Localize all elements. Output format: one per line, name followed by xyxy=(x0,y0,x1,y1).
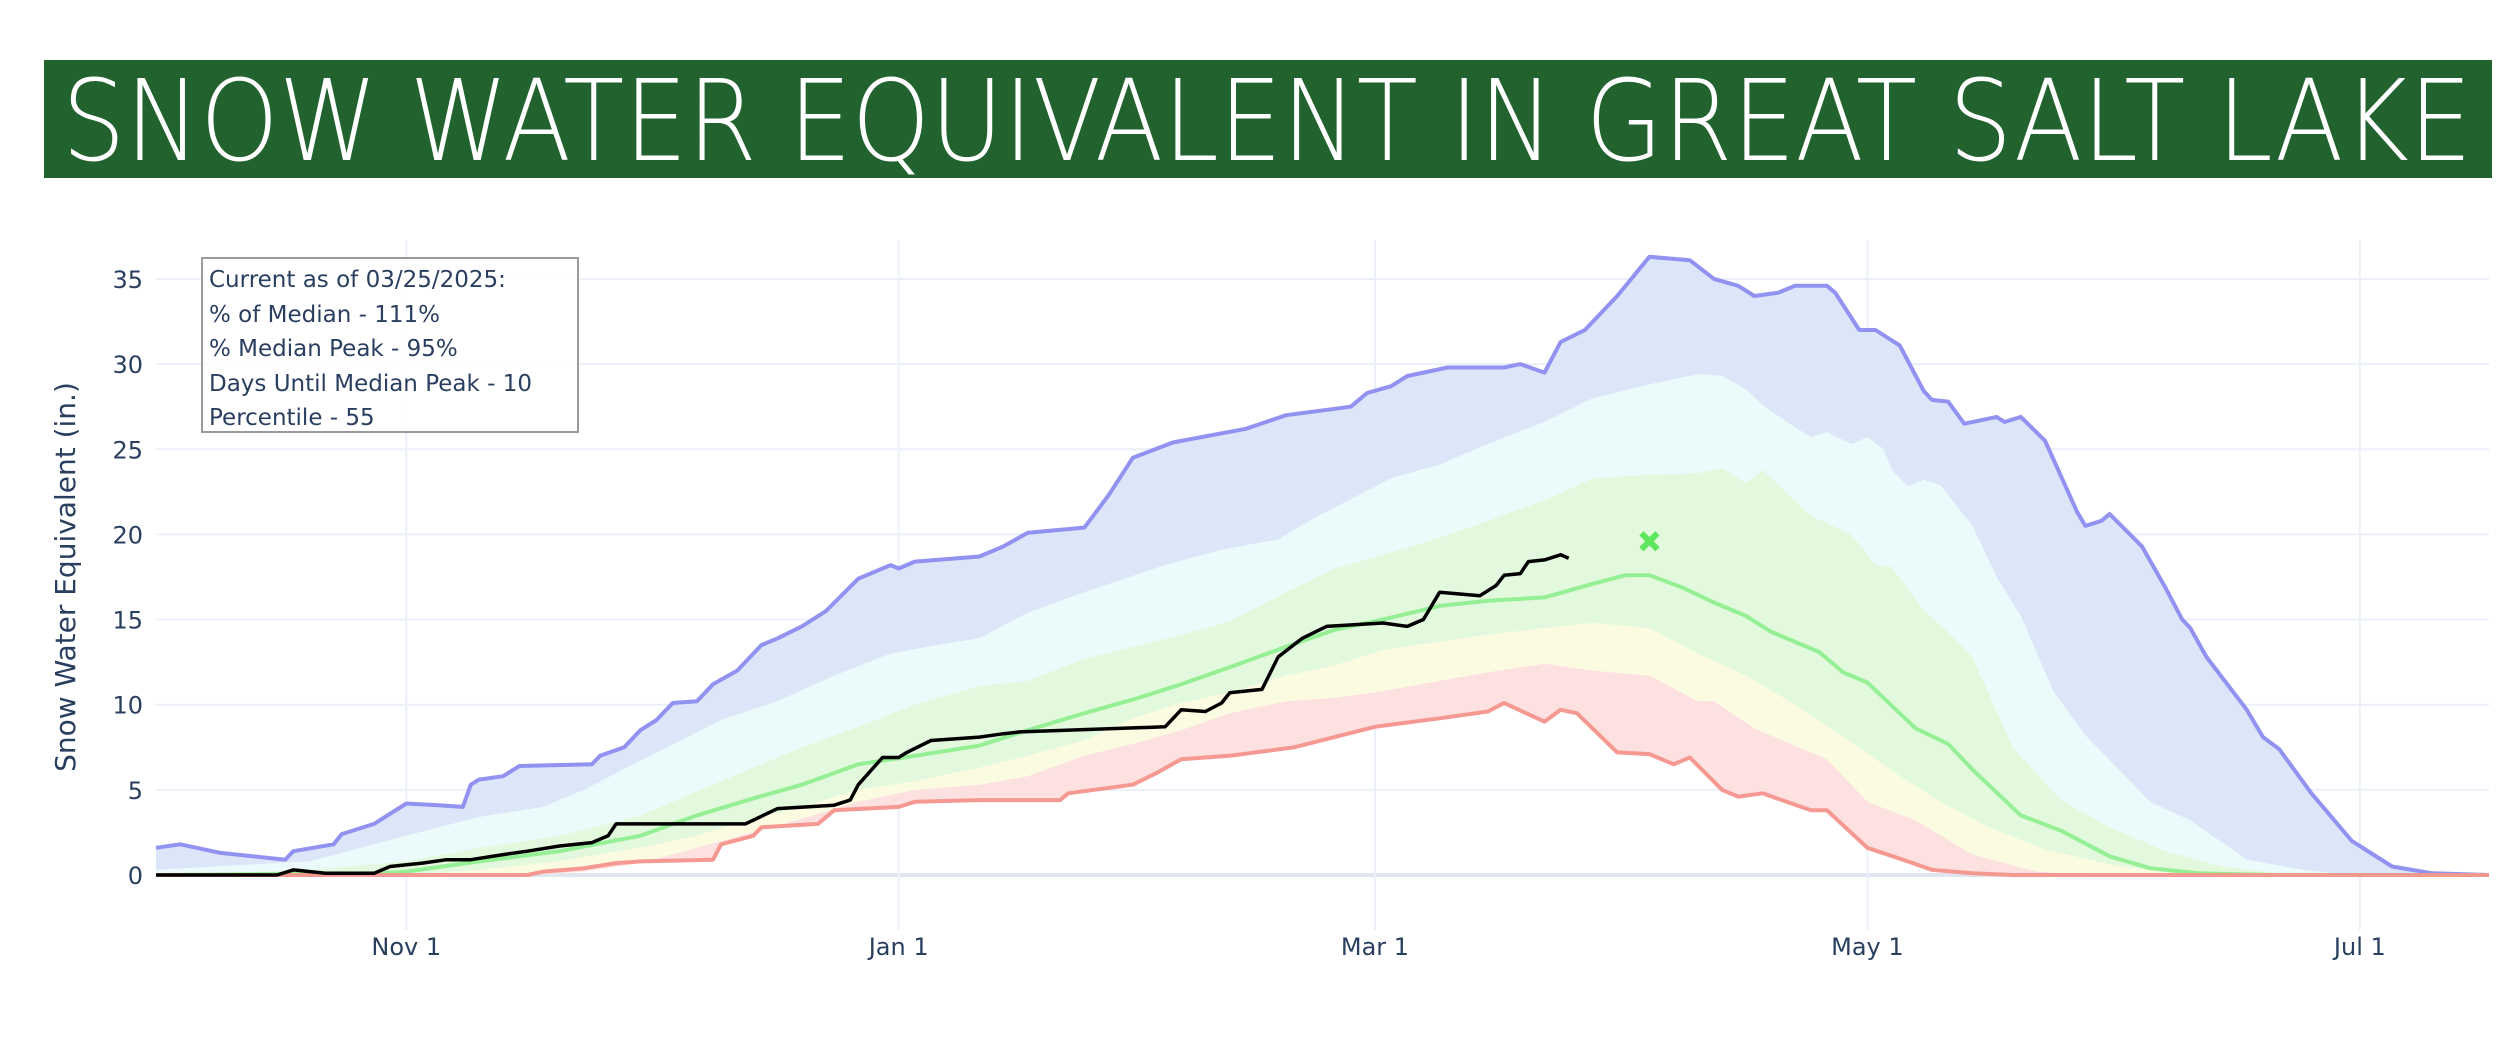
x-tick-label: May 1 xyxy=(1831,933,1904,961)
series-lines xyxy=(155,254,2490,877)
line-min xyxy=(156,701,2489,877)
median-peak-marker-group xyxy=(1639,531,1660,552)
info-current-date: Current as of 03/25/2025: xyxy=(209,267,506,293)
band-p90-p70 xyxy=(156,374,2489,875)
info-pct-median: % of Median - 111% xyxy=(209,301,440,328)
chart-title: SNOW WATER EQUIVALENT IN GREAT SALT LAKE xyxy=(62,57,2472,187)
line-current xyxy=(156,553,1570,877)
band-p10-min xyxy=(156,663,2489,875)
y-tick-label: 30 xyxy=(112,351,143,379)
title-banner xyxy=(44,60,2492,178)
y-tick-label: 15 xyxy=(112,607,143,635)
band-max-p90 xyxy=(156,256,2489,875)
y-axis-label: Snow Water Equivalent (in.) xyxy=(49,382,82,772)
median-peak-marker xyxy=(1639,531,1660,552)
y-tick-label: 20 xyxy=(112,521,143,549)
x-tick-label: Jul 1 xyxy=(2332,933,2386,961)
line-max xyxy=(155,254,2490,877)
info-box: Current as of 03/25/2025: % of Median - … xyxy=(201,257,579,433)
y-tick-label: 35 xyxy=(112,266,143,294)
x-tick-label: Jan 1 xyxy=(867,933,929,961)
percentile-bands xyxy=(156,256,2489,875)
info-pct-median-peak: % Median Peak - 95% xyxy=(209,336,458,362)
y-tick-label: 25 xyxy=(112,436,143,464)
band-p70-p30 xyxy=(156,468,2489,875)
y-tick-label: 10 xyxy=(112,692,143,720)
line-median xyxy=(155,573,2489,877)
x-tick-label: Nov 1 xyxy=(371,933,441,961)
axis-ticks: 0 5 10 15 20 25 30 35 Nov 1 Jan 1 Mar 1 May 1 Jul 1 xyxy=(112,266,2385,961)
band-p30-p10 xyxy=(156,623,2489,875)
y-tick-label: 0 xyxy=(128,862,143,890)
y-tick-label: 5 xyxy=(128,777,143,805)
info-percentile: Percentile - 55 xyxy=(209,405,375,431)
x-tick-label: Mar 1 xyxy=(1341,933,1409,961)
info-days-until-peak: Days Until Median Peak - 10 xyxy=(209,370,532,397)
